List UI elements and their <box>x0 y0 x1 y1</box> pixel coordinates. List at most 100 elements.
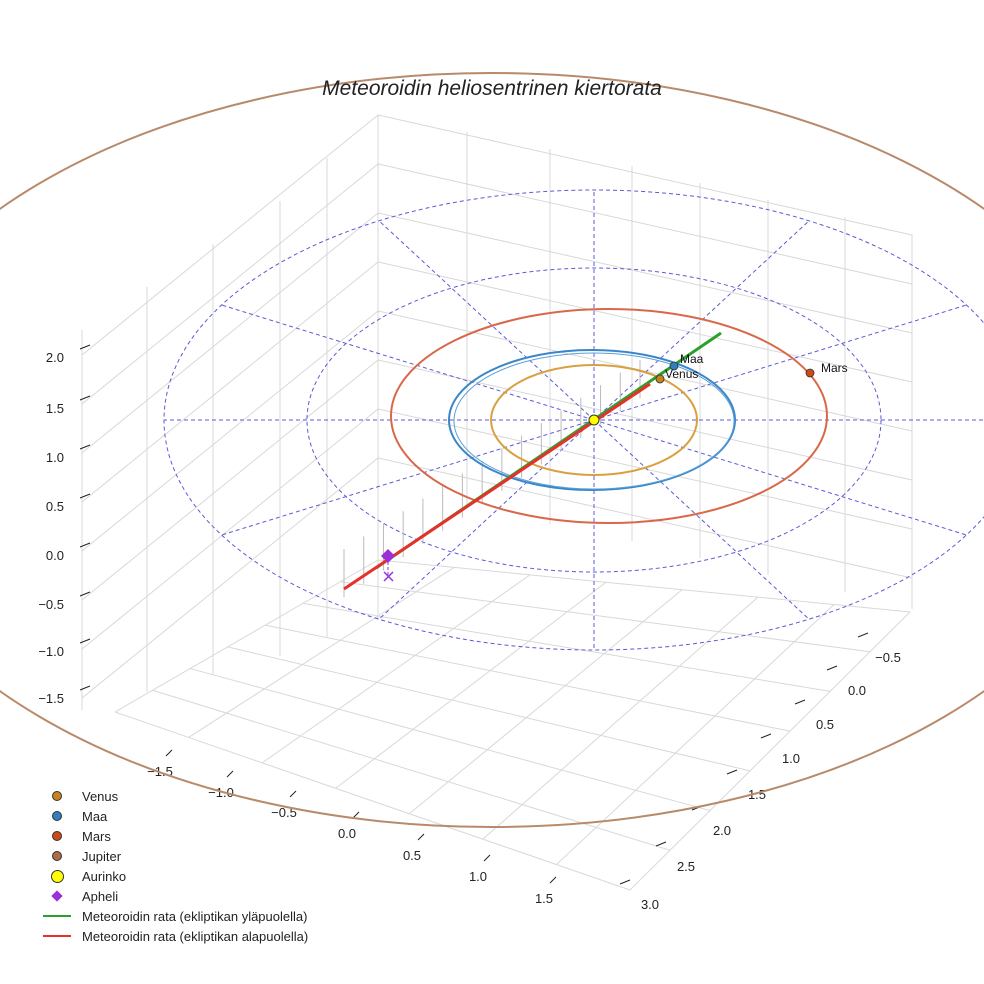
aphelion-marker <box>381 549 395 563</box>
ecliptic-radial <box>593 220 810 421</box>
legend-swatch <box>40 869 74 883</box>
legend-swatch <box>40 811 74 821</box>
y-tick-label: 2.0 <box>713 823 731 838</box>
grid-line <box>227 646 751 772</box>
x-tick <box>549 876 557 884</box>
x-tick <box>352 811 360 819</box>
sun-marker <box>588 414 600 426</box>
ecliptic-radial <box>378 220 595 421</box>
legend-label: Aurinko <box>82 868 127 884</box>
mars-marker <box>805 368 815 378</box>
legend-swatch <box>40 791 74 801</box>
y-tick <box>760 733 772 739</box>
z-tick <box>79 542 91 548</box>
z-tick <box>79 638 91 644</box>
y-tick <box>655 841 667 847</box>
z-tick <box>79 344 91 350</box>
y-axis: −0.5 0.0 0.5 1.0 1.5 2.0 2.5 3.0 <box>619 632 901 912</box>
grid-line <box>408 589 683 815</box>
z-tick-label: 0.5 <box>46 499 64 514</box>
grid-line <box>377 163 913 285</box>
earth-orbit <box>448 349 736 491</box>
venus-orbit <box>490 364 698 476</box>
legend-item: Maa <box>40 806 308 826</box>
planet-label-mars: Mars <box>821 361 848 375</box>
y-tick-label: 1.5 <box>748 787 766 802</box>
ecliptic-radial <box>221 304 595 421</box>
legend-label: Jupiter <box>82 848 122 864</box>
z-axis: 2.0 1.5 1.0 0.5 0.0 −0.5 −1.0 −1.5 <box>38 344 91 706</box>
z-tick-label: −1.5 <box>38 691 64 706</box>
legend-item: Apheli <box>40 886 308 906</box>
grid-line <box>377 457 913 579</box>
legend-item: Venus <box>40 786 308 806</box>
legend-item: Mars <box>40 826 308 846</box>
legend-swatch <box>40 915 74 917</box>
x-tick <box>417 833 425 841</box>
ecliptic-radials <box>164 190 984 650</box>
grid-line <box>81 310 379 552</box>
grid-line <box>377 212 913 334</box>
grid-line <box>188 567 455 738</box>
y-tick <box>619 879 631 885</box>
planet-label-maa: Maa <box>680 352 704 366</box>
grid-line <box>190 668 711 812</box>
grid-line <box>81 163 379 405</box>
y-tick <box>726 769 738 775</box>
ecliptic-reference <box>163 189 984 651</box>
grid-line <box>81 212 379 454</box>
mars-orbit <box>390 308 828 524</box>
y-tick-label: 0.5 <box>816 717 834 732</box>
x-tick-label: 0.0 <box>338 826 356 841</box>
legend-label: Meteoroidin rata (ekliptikan yläpuolella… <box>82 908 308 924</box>
ecliptic-radial <box>221 419 595 536</box>
x-tick-label: 0.5 <box>403 848 421 863</box>
legend-label: Meteoroidin rata (ekliptikan alapuolella… <box>82 928 309 944</box>
legend-item: Jupiter <box>40 846 308 866</box>
x-tick <box>483 854 491 862</box>
z-tick <box>79 591 91 597</box>
z-tick-label: 2.0 <box>46 350 64 365</box>
x-tick <box>226 770 234 778</box>
z-tick <box>79 444 91 450</box>
legend-swatch <box>40 935 74 937</box>
jupiter-orbit <box>0 72 984 828</box>
z-tick <box>79 493 91 499</box>
earth-marker <box>669 361 679 371</box>
y-tick-label: 3.0 <box>641 897 659 912</box>
z-tick <box>79 395 91 401</box>
venus-marker <box>655 374 665 384</box>
chart-title: Meteoroidin heliosentrinen kiertorata <box>322 77 662 100</box>
grid-line <box>265 624 791 732</box>
legend-label: Apheli <box>82 888 119 904</box>
y-tick <box>826 665 838 671</box>
x-tick <box>165 749 173 757</box>
ecliptic-radial <box>593 304 967 421</box>
grid-line <box>81 114 379 356</box>
z-tick-label: 1.0 <box>46 450 64 465</box>
y-tick-label: 0.0 <box>848 683 866 698</box>
x-tick <box>289 790 297 798</box>
legend-label: Maa <box>82 808 108 824</box>
grid-line <box>377 310 913 432</box>
grid-line <box>629 611 911 891</box>
legend-label: Venus <box>82 788 119 804</box>
grid-line <box>340 581 871 653</box>
grid-line <box>81 408 379 650</box>
z-tick-label: 0.0 <box>46 548 64 563</box>
legend-swatch <box>40 851 74 861</box>
legend-item: Meteoroidin rata (ekliptikan yläpuolella… <box>40 906 308 926</box>
earth-orbit-2 <box>453 352 735 490</box>
grid-line <box>81 261 379 503</box>
grid-line <box>377 261 913 383</box>
grid-line <box>377 559 911 613</box>
y-tick-label: 2.5 <box>677 859 695 874</box>
x-tick-label: 1.0 <box>469 869 487 884</box>
grid-line <box>81 457 379 699</box>
z-tick-label: −0.5 <box>38 597 64 612</box>
grid-line <box>377 408 913 530</box>
grid-line <box>261 574 531 764</box>
legend-swatch <box>40 831 74 841</box>
axes-grid <box>81 114 913 891</box>
